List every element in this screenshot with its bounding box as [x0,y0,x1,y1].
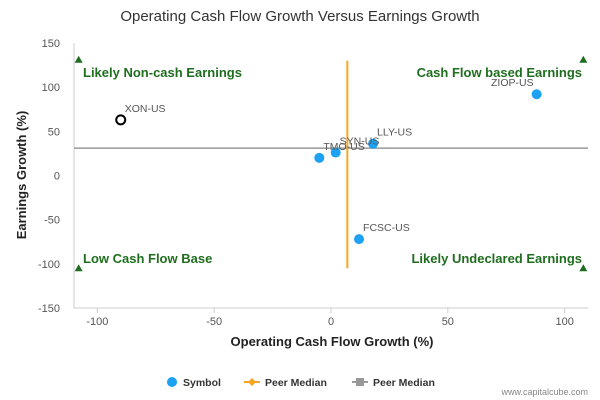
quadrant-marker-bottom-left [74,264,83,272]
data-point[interactable] [314,152,325,163]
data-point[interactable] [115,114,127,126]
x-tick-label: 0 [328,316,334,328]
chart-title: Operating Cash Flow Growth Versus Earnin… [120,8,479,25]
quadrant-label-top-right: Cash Flow based Earnings [417,65,582,80]
point-label: FCSC-US [363,222,410,234]
y-tick-label: 0 [54,171,60,183]
legend-symbol-marker [167,377,177,387]
quadrant-marker-bottom-right [579,264,588,272]
point-label: ZIOP-US [491,77,534,89]
peer-medians [74,60,588,269]
legend-symbol-label: Symbol [183,377,221,389]
legend-peer-median-label: Peer Median [373,377,435,389]
y-tick-label: 150 [42,38,60,50]
x-tick-label: -100 [86,316,108,328]
legend: Symbol Peer Median Peer Median [167,377,435,389]
x-axis-label: Operating Cash Flow Growth (%) [231,334,434,349]
x-tick-label: 100 [555,316,573,328]
data-point[interactable] [531,89,542,100]
credit: www.capitalcube.com [500,387,588,397]
quadrant-marker-top-right [579,55,588,63]
x-tick-label: 50 [442,316,454,328]
point-label: SYN-US [340,136,380,148]
quadrant-labels: Likely Non-cash Earnings Cash Flow based … [74,55,588,272]
data-point[interactable] [354,234,365,245]
x-tick-label: -50 [206,316,222,328]
axis-ticks: -100 -50 0 50 100 150 100 50 0 -50 -100 -150 [38,38,574,328]
y-tick-label: -100 [38,259,60,271]
point-label: TMO-US [323,141,364,153]
quadrant-label-top-left: Likely Non-cash Earnings [83,65,242,80]
y-axis-label: Earnings Growth (%) [14,111,29,240]
data-point[interactable] [330,147,341,158]
y-tick-label: -150 [38,303,60,315]
quadrant-marker-top-left [74,55,83,63]
legend-peer-median-label: Peer Median [265,377,327,389]
point-label: XON-US [125,103,166,115]
quadrant-label-bottom-right: Likely Undeclared Earnings [411,251,582,266]
quadrant-label-bottom-left: Low Cash Flow Base [83,251,212,266]
legend-peer-median-marker [248,378,256,386]
y-tick-label: 100 [42,82,60,94]
legend-peer-median-marker [356,378,364,386]
y-tick-label: -50 [44,215,60,227]
point-label: LLY-US [377,127,412,139]
y-tick-label: 50 [48,126,60,138]
data-point[interactable] [368,138,379,149]
